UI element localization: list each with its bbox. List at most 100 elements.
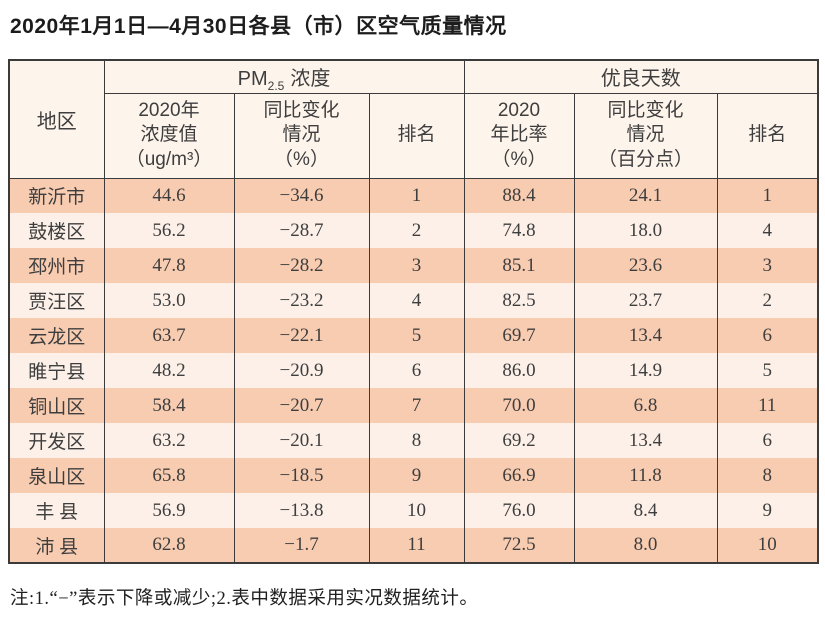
- good-rank-cell: 8: [716, 458, 819, 493]
- good-ratio-cell: 76.0: [463, 493, 575, 528]
- header-pm-change: 同比变化 情况 （%）: [233, 93, 370, 179]
- good-rank-cell: 10: [716, 528, 819, 563]
- good-change-cell: 18.0: [573, 213, 718, 248]
- pm-value-cell: 65.8: [103, 458, 235, 493]
- pm-rank-cell: 8: [368, 423, 465, 458]
- table-row: 睢宁县 48.2 −20.9 6 86.0 14.9 5: [8, 353, 819, 388]
- header-sub-row: 2020年 浓度值 （ug/m³） 同比变化 情况 （%） 排名 2020 年比…: [9, 93, 819, 179]
- good-rank-cell: 6: [716, 423, 819, 458]
- good-rank-cell: 1: [716, 178, 819, 213]
- region-cell: 云龙区: [8, 318, 105, 353]
- good-rank-cell: 2: [716, 283, 819, 318]
- table-row: 丰 县 56.9 −13.8 10 76.0 8.4 9: [8, 493, 819, 528]
- pm-value-cell: 48.2: [103, 353, 235, 388]
- good-ratio-cell: 74.8: [463, 213, 575, 248]
- good-change-cell: 8.0: [573, 528, 718, 563]
- region-cell: 铜山区: [8, 388, 105, 423]
- pm-rank-cell: 10: [368, 493, 465, 528]
- pm-change-cell: −28.2: [233, 248, 370, 283]
- good-ratio-cell: 72.5: [463, 528, 575, 563]
- good-ratio-cell: 70.0: [463, 388, 575, 423]
- region-cell: 鼓楼区: [8, 213, 105, 248]
- pm-change-cell: −13.8: [233, 493, 370, 528]
- good-rank-cell: 4: [716, 213, 819, 248]
- table-body: 新沂市 44.6 −34.6 1 88.4 24.1 1 鼓楼区 56.2 −2…: [8, 178, 819, 563]
- pm-value-cell: 56.9: [103, 493, 235, 528]
- table-row: 贾汪区 53.0 −23.2 4 82.5 23.7 2: [8, 283, 819, 318]
- pm-value-cell: 62.8: [103, 528, 235, 563]
- good-ratio-cell: 82.5: [463, 283, 575, 318]
- region-cell: 贾汪区: [8, 283, 105, 318]
- table-row: 邳州市 47.8 −28.2 3 85.1 23.6 3: [8, 248, 819, 283]
- header-region: 地区: [8, 60, 105, 179]
- pm-value-cell: 56.2: [103, 213, 235, 248]
- pm-value-cell: 44.6: [103, 178, 235, 213]
- good-ratio-cell: 69.7: [463, 318, 575, 353]
- table-row: 铜山区 58.4 −20.7 7 70.0 6.8 11: [8, 388, 819, 423]
- region-cell: 丰 县: [8, 493, 105, 528]
- region-cell: 邳州市: [8, 248, 105, 283]
- pm-rank-cell: 5: [368, 318, 465, 353]
- page-title: 2020年1月1日—4月30日各县（市）区空气质量情况: [10, 15, 507, 38]
- pm-value-cell: 47.8: [103, 248, 235, 283]
- region-cell: 睢宁县: [8, 353, 105, 388]
- pm-rank-cell: 1: [368, 178, 465, 213]
- header-group-row: 地区 PM2.5 浓度 优良天数: [8, 60, 819, 179]
- pm-rank-cell: 2: [368, 213, 465, 248]
- table-row: 云龙区 63.7 −22.1 5 69.7 13.4 6: [8, 318, 819, 353]
- good-change-cell: 11.8: [573, 458, 718, 493]
- header-good-change: 同比变化 情况 （百分点）: [573, 93, 718, 179]
- pm-rank-cell: 7: [368, 388, 465, 423]
- good-change-cell: 14.9: [573, 353, 718, 388]
- good-rank-cell: 5: [716, 353, 819, 388]
- good-rank-cell: 11: [716, 388, 819, 423]
- region-cell: 开发区: [8, 423, 105, 458]
- good-rank-cell: 3: [716, 248, 819, 283]
- good-change-cell: 23.6: [573, 248, 718, 283]
- air-quality-table: 地区 PM2.5 浓度 优良天数 2020年 浓度值 （ug/m³） 同比变化 情…: [8, 59, 819, 564]
- table-row: 新沂市 44.6 −34.6 1 88.4 24.1 1: [8, 178, 819, 213]
- pm-change-cell: −23.2: [233, 283, 370, 318]
- region-cell: 泉山区: [8, 458, 105, 493]
- header-good-ratio: 2020 年比率 （%）: [463, 93, 575, 179]
- table-row: 泉山区 65.8 −18.5 9 66.9 11.8 8: [8, 458, 819, 493]
- pm25-label-prefix: PM: [237, 68, 268, 91]
- good-change-cell: 13.4: [573, 318, 718, 353]
- pm-change-cell: −22.1: [233, 318, 370, 353]
- pm-value-cell: 53.0: [103, 283, 235, 318]
- pm-change-cell: −28.7: [233, 213, 370, 248]
- pm25-label-suffix: 浓度: [290, 68, 331, 91]
- good-ratio-cell: 88.4: [463, 178, 575, 213]
- good-rank-cell: 9: [716, 493, 819, 528]
- pm-rank-cell: 9: [368, 458, 465, 493]
- table-row: 鼓楼区 56.2 −28.7 2 74.8 18.0 4: [8, 213, 819, 248]
- region-cell: 沛 县: [8, 528, 105, 563]
- good-change-cell: 24.1: [573, 178, 718, 213]
- good-rank-cell: 6: [716, 318, 819, 353]
- pm-change-cell: −20.7: [233, 388, 370, 423]
- pm-change-cell: −20.9: [233, 353, 370, 388]
- header-group-good-days: 优良天数: [463, 60, 819, 94]
- region-cell: 新沂市: [8, 178, 105, 213]
- pm-rank-cell: 11: [368, 528, 465, 563]
- table-header: 地区 PM2.5 浓度 优良天数 2020年 浓度值 （ug/m³） 同比变化 情…: [8, 60, 819, 179]
- pm25-label-subscript: 2.5: [267, 79, 285, 94]
- header-good-rank: 排名: [716, 93, 819, 179]
- footnote: 注:1.“−”表示下降或减少;2.表中数据采用实况数据统计。: [10, 589, 479, 609]
- header-pm-value: 2020年 浓度值 （ug/m³）: [103, 93, 235, 179]
- good-ratio-cell: 69.2: [463, 423, 575, 458]
- pm-rank-cell: 6: [368, 353, 465, 388]
- pm-value-cell: 63.7: [103, 318, 235, 353]
- good-change-cell: 23.7: [573, 283, 718, 318]
- pm-change-cell: −34.6: [233, 178, 370, 213]
- good-ratio-cell: 85.1: [463, 248, 575, 283]
- good-change-cell: 6.8: [573, 388, 718, 423]
- pm-change-cell: −18.5: [233, 458, 370, 493]
- header-pm-rank: 排名: [368, 93, 465, 179]
- pm-value-cell: 63.2: [103, 423, 235, 458]
- table-row: 开发区 63.2 −20.1 8 69.2 13.4 6: [8, 423, 819, 458]
- table-row: 沛 县 62.8 −1.7 11 72.5 8.0 10: [8, 528, 819, 563]
- pm-change-cell: −20.1: [233, 423, 370, 458]
- good-ratio-cell: 66.9: [463, 458, 575, 493]
